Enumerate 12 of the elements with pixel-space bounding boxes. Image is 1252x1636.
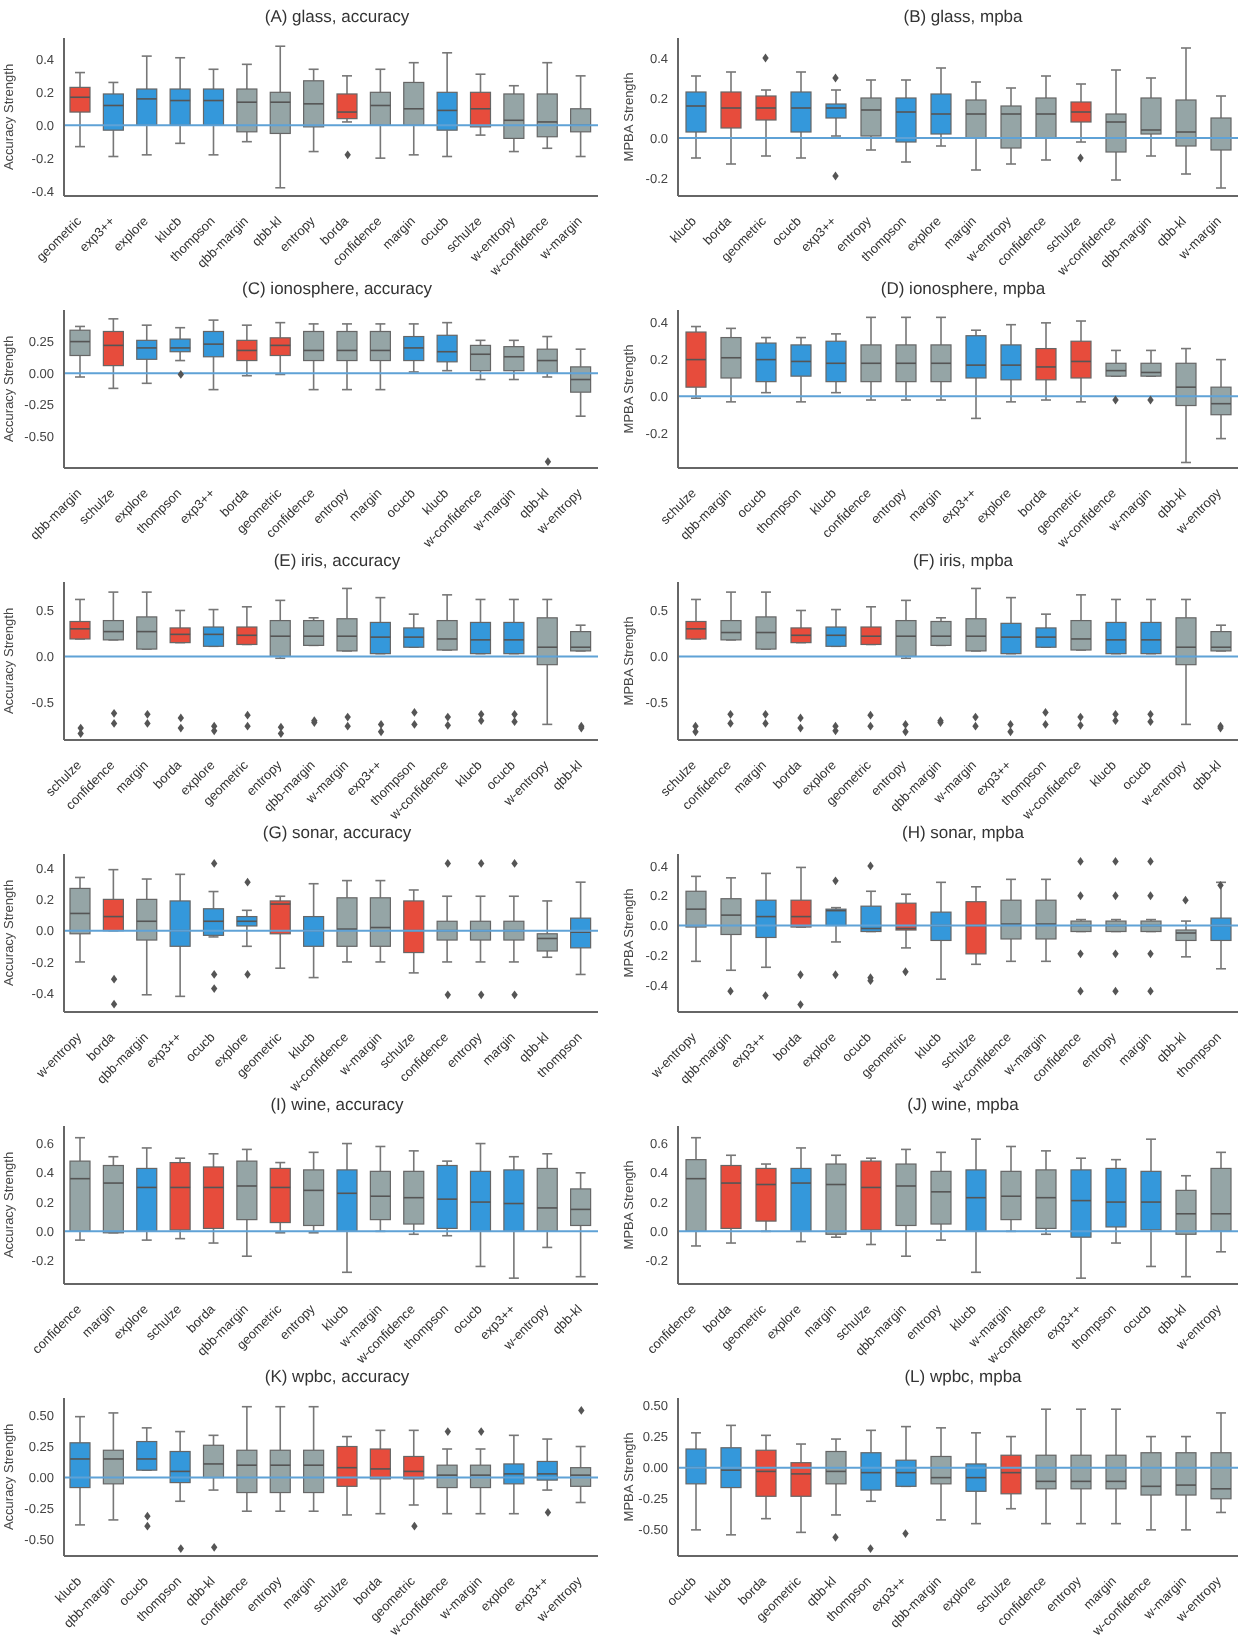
chart-title: (A) glass, accuracy xyxy=(262,4,412,30)
chart-title: (H) sonar, mpba xyxy=(900,820,1026,846)
chart-title: (I) wine, accuracy xyxy=(268,1092,406,1118)
chart-title: (G) sonar, accuracy xyxy=(260,820,414,846)
chart-title: (B) glass, mpba xyxy=(901,4,1025,30)
chart-title: (J) wine, mpba xyxy=(905,1092,1021,1118)
chart-title: (E) iris, accuracy xyxy=(273,550,401,570)
chart-title: (F) iris, mpba xyxy=(912,550,1014,570)
chart-title: (C) ionosphere, accuracy xyxy=(242,278,432,298)
chart-title: (K) wpbc, accuracy xyxy=(262,1364,412,1390)
chart-title: (L) wpbc, mpba xyxy=(902,1364,1024,1390)
chart-title: (D) ionosphere, mpba xyxy=(880,278,1046,298)
